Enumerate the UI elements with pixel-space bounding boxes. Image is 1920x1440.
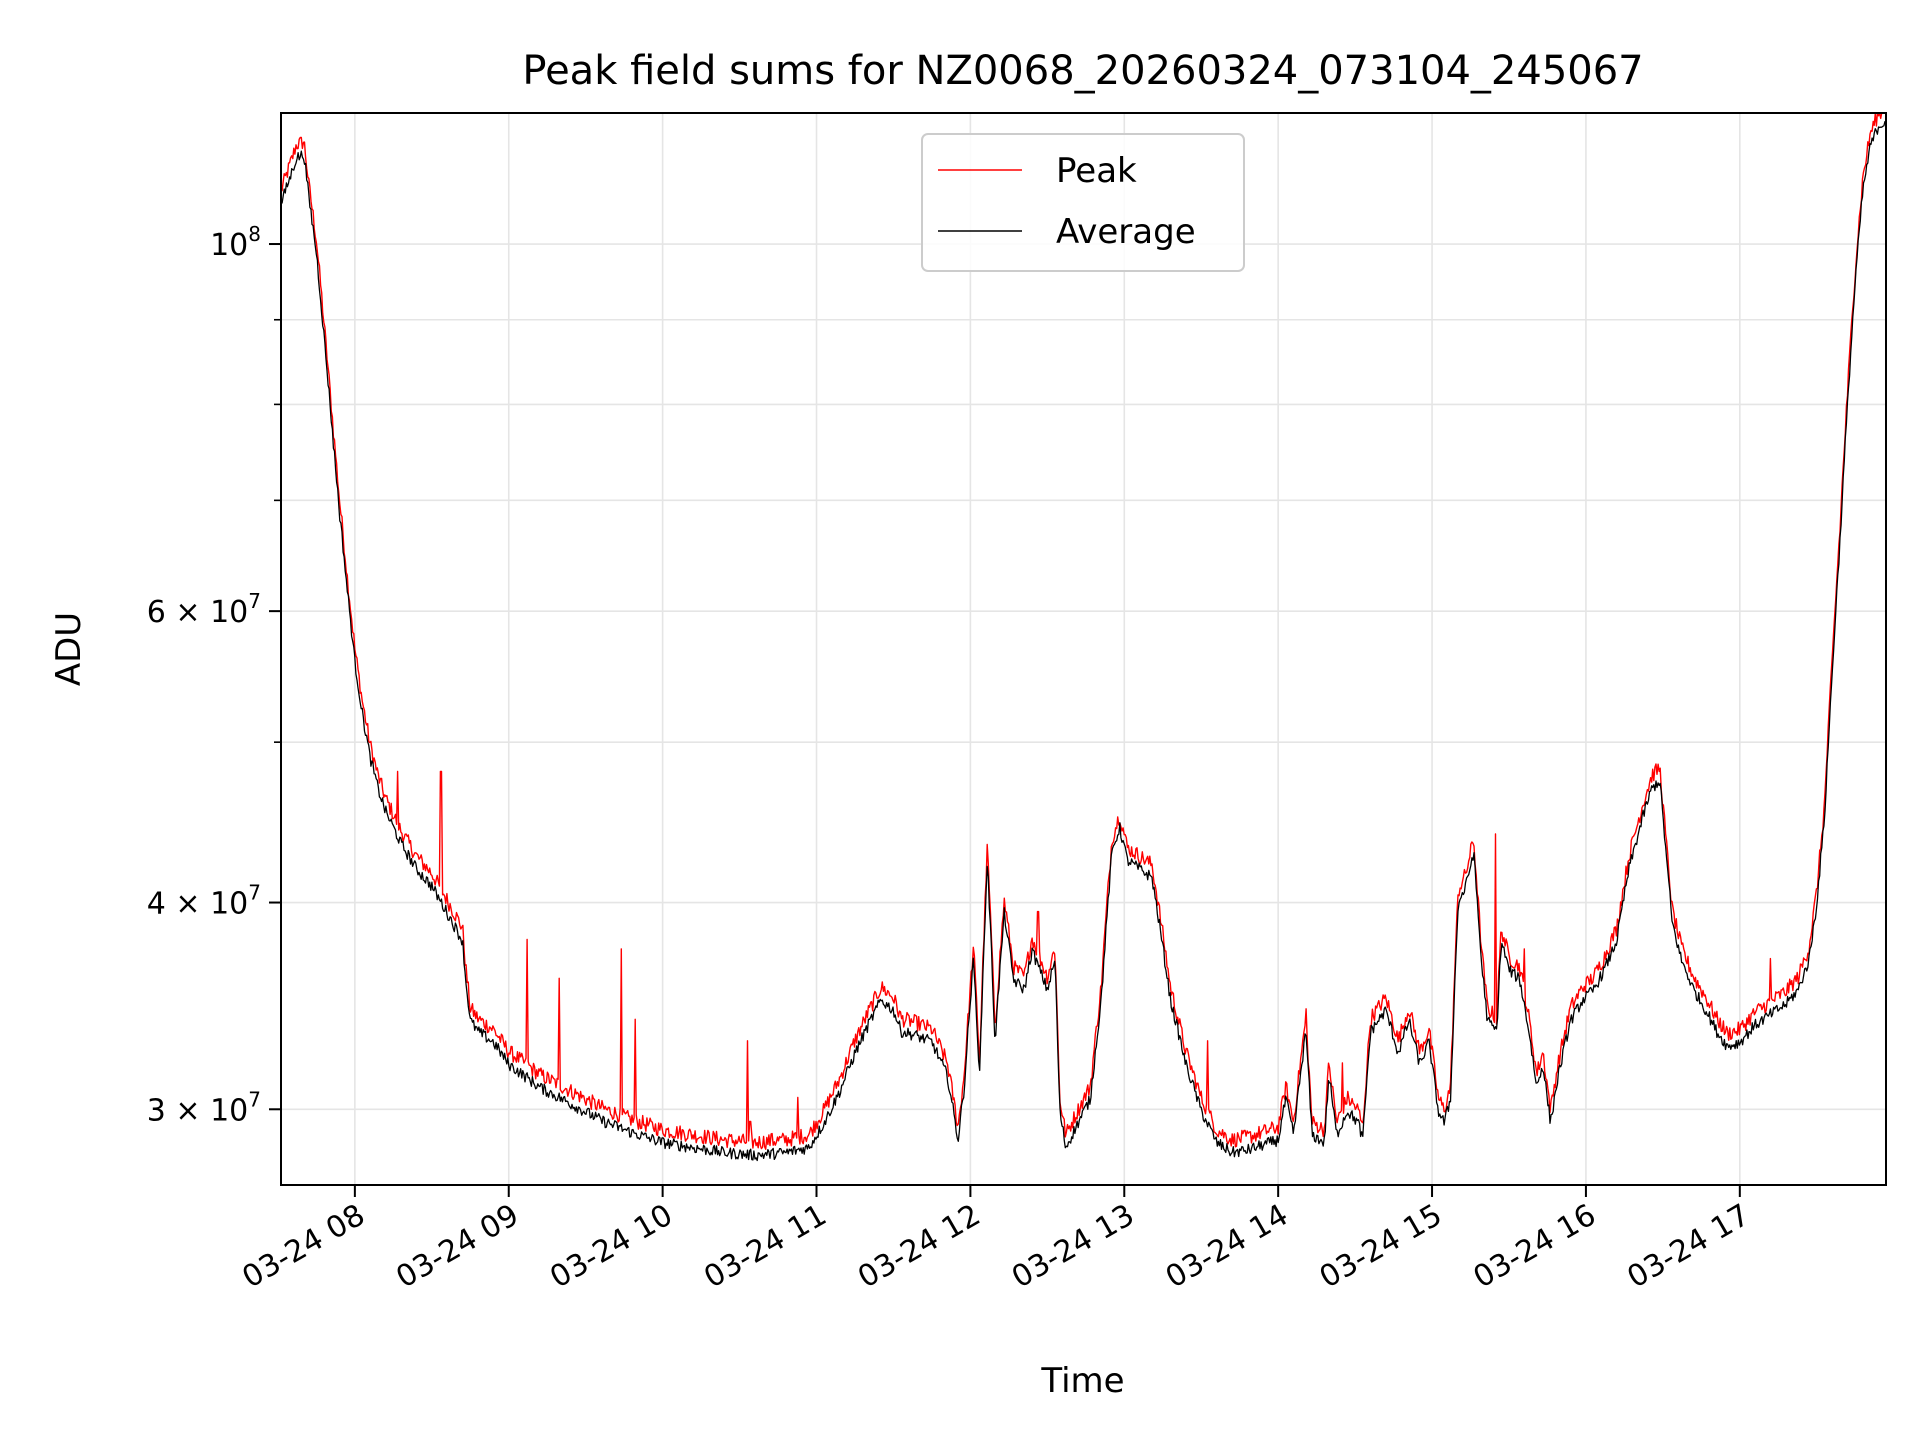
- y-axis-label: ADU: [49, 612, 89, 686]
- legend-box: [921, 133, 1245, 272]
- legend-average-label: Average: [1056, 212, 1196, 252]
- y-tick-exponent-0: 8: [248, 222, 261, 246]
- legend: Peak Average: [921, 133, 1245, 272]
- legend-peak-label: Peak: [1056, 151, 1137, 191]
- y-tick-label-1: 6 × 107: [147, 589, 261, 630]
- chart-title: Peak field sums for NZ0068_20260324_0731…: [522, 48, 1643, 94]
- series-average-line: [280, 120, 1887, 1162]
- y-tick-exponent-3: 7: [248, 1087, 261, 1111]
- y-tick-exponent-1: 7: [248, 589, 261, 613]
- y-tick-exponent-2: 7: [248, 881, 261, 905]
- y-tick-label-3: 3 × 107: [147, 1087, 261, 1128]
- x-axis-label: Time: [1040, 1361, 1124, 1401]
- y-tick-label-2: 4 × 107: [147, 881, 261, 922]
- series-layer: [280, 112, 1887, 1162]
- plot-frame: [280, 112, 1887, 1186]
